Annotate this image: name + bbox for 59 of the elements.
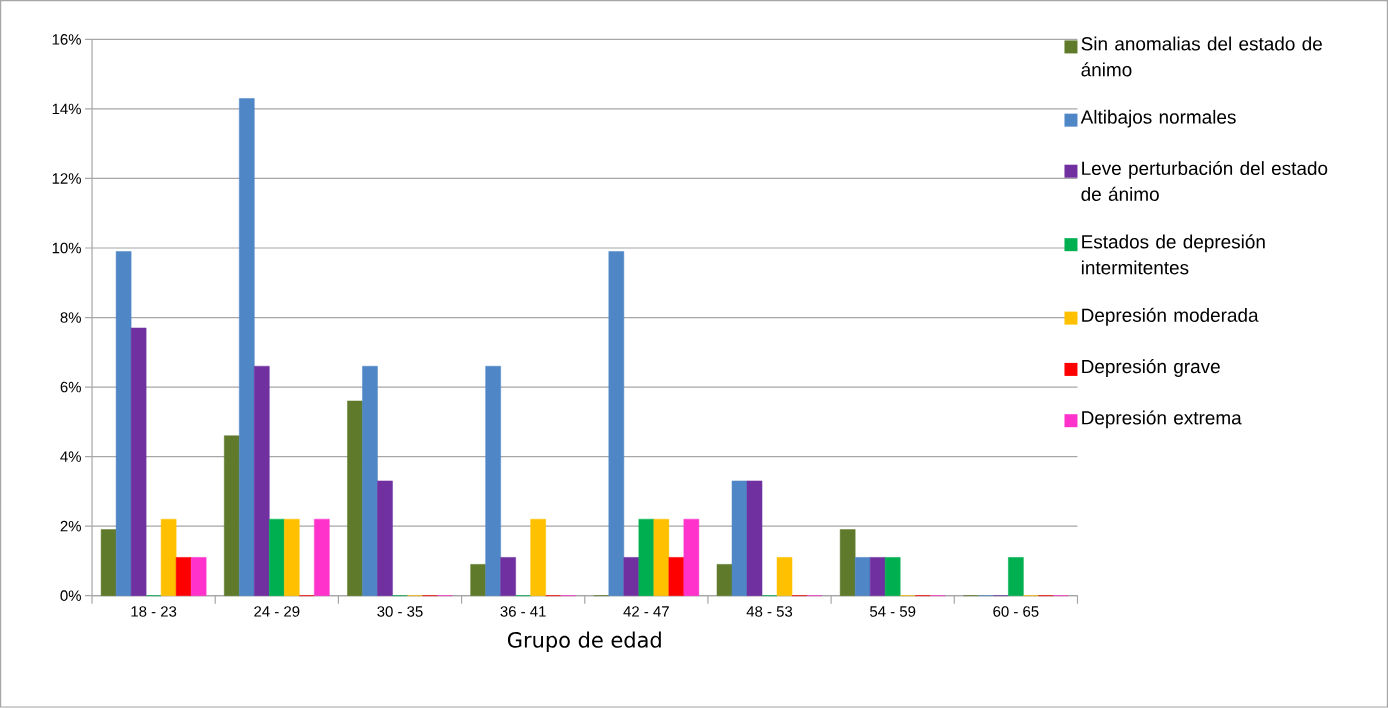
bar [160, 519, 177, 597]
y-tick-label: 4% [60, 451, 81, 462]
bar [314, 519, 330, 597]
bar [347, 400, 363, 597]
x-axis-title: Grupo de edad [507, 631, 661, 653]
bar [731, 480, 748, 597]
bar [716, 564, 733, 597]
bar [485, 366, 501, 597]
bar [854, 557, 871, 597]
y-tick-label: 0% [60, 590, 81, 602]
bar [500, 557, 516, 597]
bar [470, 564, 486, 597]
bar [362, 366, 378, 597]
bar [530, 519, 546, 597]
bar [175, 557, 192, 597]
bar [269, 519, 285, 597]
bar [668, 557, 685, 597]
x-tick-label: 42 - 47 [623, 606, 669, 617]
x-tick-label: 36 - 41 [500, 606, 546, 617]
x-tick-label: 60 - 65 [993, 606, 1039, 617]
bar [377, 480, 393, 597]
x-tick-label: 30 - 35 [377, 606, 423, 617]
x-tick-label: 54 - 59 [870, 606, 916, 617]
y-tick-label: 6% [60, 381, 81, 393]
bar [254, 366, 270, 597]
bar [100, 529, 117, 597]
bar [623, 557, 640, 597]
x-tick-label: 18 - 23 [131, 606, 177, 617]
y-tick-label: 16% [52, 34, 81, 45]
bar [746, 480, 763, 597]
bar [130, 327, 147, 597]
bar [839, 529, 856, 597]
legend-label: Depresión moderada [1082, 307, 1259, 326]
bar [115, 251, 132, 597]
bar [653, 519, 670, 597]
bar [776, 557, 793, 597]
legend-label: Sin anomalias del estado de ánimo [1081, 36, 1322, 77]
y-tick-label: 10% [52, 242, 81, 254]
y-tick-label: 14% [52, 103, 81, 115]
bar [284, 519, 300, 597]
bar [608, 251, 625, 597]
x-tick-label: 24 - 29 [254, 606, 300, 617]
y-tick-label: 8% [60, 312, 81, 323]
bar [869, 557, 886, 597]
legend-label: Depresión extrema [1082, 410, 1242, 429]
bar [239, 98, 255, 597]
y-tick-label: 12% [52, 173, 81, 184]
legend-label: Altibajos normales [1080, 109, 1236, 128]
bar [683, 519, 700, 597]
bar [1008, 557, 1024, 597]
bar [638, 519, 655, 597]
bar [224, 435, 240, 597]
legend-label: Estados de depresión intermitentes [1081, 234, 1265, 275]
legend-label: Leve perturbación del estado de ánimo [1081, 161, 1328, 202]
bar [190, 557, 207, 597]
bar [884, 557, 901, 597]
x-tick-label: 48 - 53 [746, 606, 793, 617]
legend-label: Depresión grave [1082, 359, 1220, 378]
y-tick-label: 2% [60, 521, 81, 532]
